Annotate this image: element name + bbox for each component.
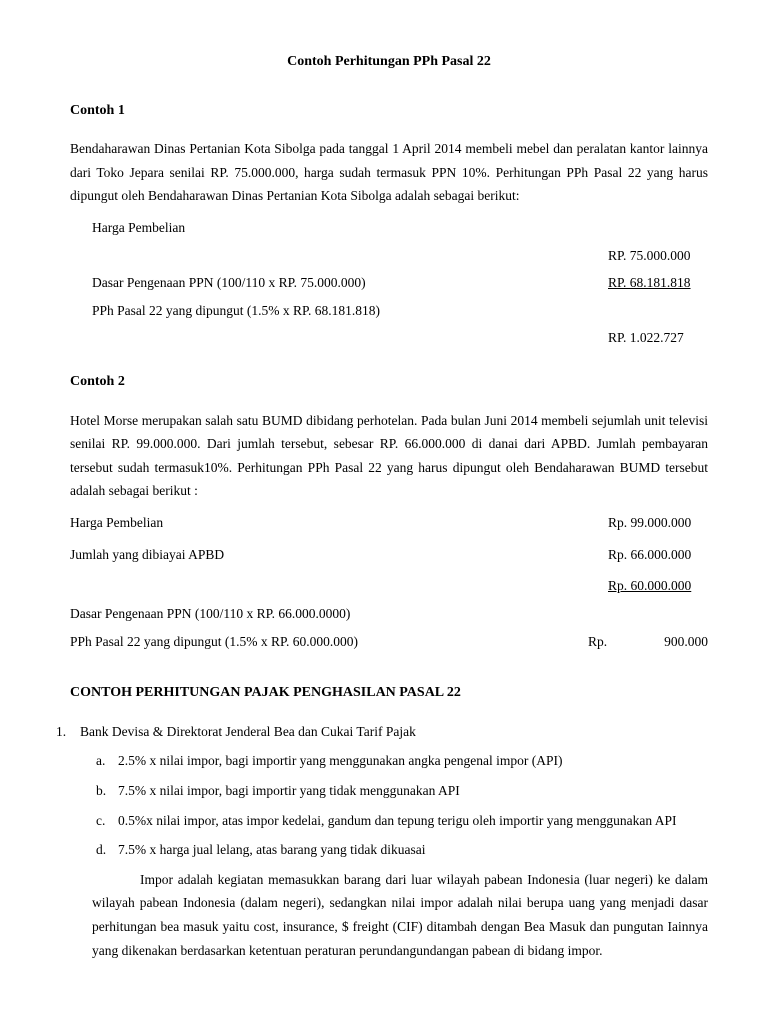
calc-value: RP. 1.022.727 <box>588 326 708 350</box>
calc-value: RP. 68.181.818 <box>588 271 708 295</box>
sublist-item: a. 2.5% x nilai impor, bagi importir yan… <box>92 749 708 773</box>
section1-heading: Contoh 1 <box>70 99 708 124</box>
sublist-item: d. 7.5% x harga jual lelang, atas barang… <box>92 838 708 862</box>
calc-row: Harga Pembelian <box>92 216 708 240</box>
calc-value: Rp. 900.000 <box>588 630 708 654</box>
calc-label: Jumlah yang dibiayai APBD <box>70 543 588 567</box>
list-marker: d. <box>92 838 118 862</box>
section3-heading: CONTOH PERHITUNGAN PAJAK PENGHASILAN PAS… <box>70 681 708 706</box>
section3-tail-paragraph: Impor adalah kegiatan memasukkan barang … <box>92 868 708 963</box>
calc-label: PPh Pasal 22 yang dipungut (1.5% x RP. 6… <box>70 630 588 654</box>
list-text: 0.5%x nilai impor, atas impor kedelai, g… <box>118 809 708 833</box>
calc-row: Dasar Pengenaan PPN (100/110 x RP. 66.00… <box>70 602 708 626</box>
list-marker: b. <box>92 779 118 803</box>
calc-row: PPh Pasal 22 yang dipungut (1.5% x RP. 6… <box>70 630 708 654</box>
document-title: Contoh Perhitungan PPh Pasal 22 <box>70 50 708 75</box>
calc-value: Rp. 66.000.000 <box>588 543 708 567</box>
list-marker: 1. <box>52 720 80 744</box>
list-text: 2.5% x nilai impor, bagi importir yang m… <box>118 749 708 773</box>
calc-value: Rp. 99.000.000 <box>588 511 708 535</box>
sublist-item: b. 7.5% x nilai impor, bagi importir yan… <box>92 779 708 803</box>
calc-row: RP. 1.022.727 <box>92 326 708 350</box>
calc-value: Rp. 60.000.000 <box>588 574 708 598</box>
calc-row: Rp. 60.000.000 <box>70 574 708 598</box>
calc-row: Harga Pembelian Rp. 99.000.000 <box>70 511 708 535</box>
section1-paragraph: Bendaharawan Dinas Pertanian Kota Sibolg… <box>70 137 708 208</box>
list-marker: c. <box>92 809 118 833</box>
amount-value: 900.000 <box>638 630 708 654</box>
calc-row: RP. 75.000.000 <box>92 244 708 268</box>
list-marker: a. <box>92 749 118 773</box>
calc-value: RP. 75.000.000 <box>588 244 708 268</box>
list-text: Bank Devisa & Direktorat Jenderal Bea da… <box>80 720 708 744</box>
calc-label: Harga Pembelian <box>70 511 588 535</box>
calc-label: Dasar Pengenaan PPN (100/110 x RP. 75.00… <box>92 271 588 295</box>
numbered-item: 1. Bank Devisa & Direktorat Jenderal Bea… <box>52 720 708 744</box>
calc-row: Jumlah yang dibiayai APBD Rp. 66.000.000 <box>70 543 708 567</box>
section2-heading: Contoh 2 <box>70 370 708 395</box>
currency-label: Rp. <box>588 630 638 654</box>
calc-row: Dasar Pengenaan PPN (100/110 x RP. 75.00… <box>92 271 708 295</box>
calc-row: PPh Pasal 22 yang dipungut (1.5% x RP. 6… <box>92 299 708 323</box>
calc-label: PPh Pasal 22 yang dipungut (1.5% x RP. 6… <box>92 299 588 323</box>
list-text: 7.5% x nilai impor, bagi importir yang t… <box>118 779 708 803</box>
sublist-item: c. 0.5%x nilai impor, atas impor kedelai… <box>92 809 708 833</box>
section2-paragraph: Hotel Morse merupakan salah satu BUMD di… <box>70 409 708 504</box>
calc-label: Harga Pembelian <box>92 216 588 240</box>
list-text: 7.5% x harga jual lelang, atas barang ya… <box>118 838 708 862</box>
calc-label: Dasar Pengenaan PPN (100/110 x RP. 66.00… <box>70 602 588 626</box>
